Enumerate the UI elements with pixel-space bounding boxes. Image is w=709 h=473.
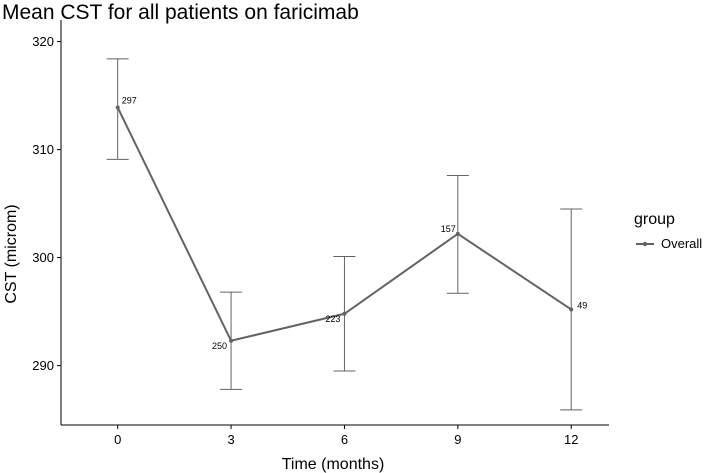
data-label: 223 <box>325 314 340 324</box>
data-point <box>115 105 120 110</box>
x-axis-ticks: 0 3 6 9 12 <box>114 425 578 447</box>
data-point <box>229 338 234 343</box>
y-tick-label: 310 <box>32 142 54 157</box>
data-label: 297 <box>122 95 137 105</box>
x-tick-label: 12 <box>564 432 578 447</box>
data-label: 157 <box>441 224 456 234</box>
legend-point-swatch <box>642 241 648 247</box>
data-label: 49 <box>577 300 587 310</box>
x-axis-title: Time (months) <box>282 456 385 473</box>
data-point <box>342 311 347 316</box>
data-label: 250 <box>212 341 227 351</box>
legend: group Overall <box>634 211 702 251</box>
legend-title: group <box>634 211 675 228</box>
data-point <box>569 307 574 312</box>
x-tick-label: 3 <box>227 432 234 447</box>
x-tick-label: 6 <box>341 432 348 447</box>
data-labels: 297 250 223 157 49 <box>122 95 588 350</box>
y-tick-label: 290 <box>32 358 54 373</box>
y-axis-title: CST (microm) <box>3 204 20 303</box>
x-tick-label: 9 <box>454 432 461 447</box>
chart-title: Mean CST for all patients on faricimab <box>2 1 359 24</box>
y-axis-ticks: 290 300 310 320 <box>32 34 61 373</box>
data-points <box>115 105 574 343</box>
error-bars <box>106 58 583 411</box>
y-tick-label: 300 <box>32 250 54 265</box>
data-point <box>455 231 460 236</box>
legend-label-overall: Overall <box>661 236 702 251</box>
y-tick-label: 320 <box>32 34 54 49</box>
x-tick-label: 0 <box>114 432 121 447</box>
